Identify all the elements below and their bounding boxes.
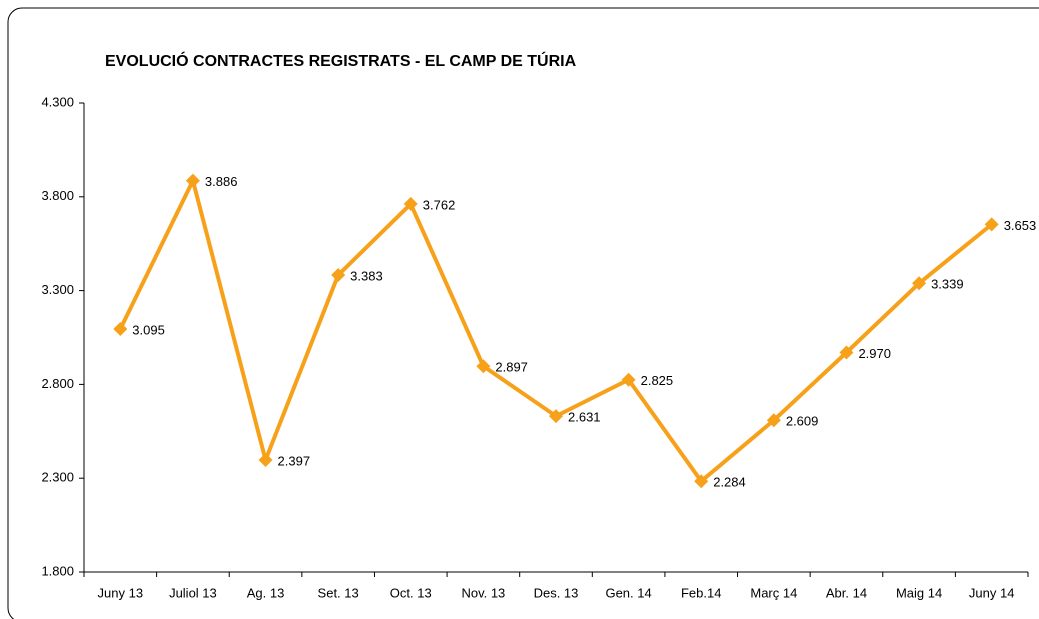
y-tick-label: 3.300	[41, 282, 74, 297]
data-label: 3.095	[132, 322, 165, 337]
x-tick-label: Juny 13	[98, 585, 144, 600]
data-label: 2.970	[858, 346, 891, 361]
marker	[403, 196, 418, 211]
marker	[839, 345, 854, 360]
marker	[912, 276, 927, 291]
data-label: 3.886	[205, 174, 238, 189]
data-label: 2.284	[713, 475, 746, 490]
y-tick-label: 2.800	[41, 376, 74, 391]
data-label: 3.383	[350, 268, 383, 283]
y-tick-label: 2.300	[41, 470, 74, 485]
data-label: 2.631	[568, 410, 601, 425]
x-tick-label: Gen. 14	[605, 585, 651, 600]
x-tick-label: Maig 14	[896, 585, 942, 600]
marker	[621, 372, 636, 387]
chart-frame	[7, 7, 1039, 619]
data-label: 2.897	[495, 360, 528, 375]
marker	[258, 453, 273, 468]
x-tick-label: Feb.14	[681, 585, 721, 600]
data-label: 2.825	[641, 373, 674, 388]
x-tick-label: Juliol 13	[169, 585, 217, 600]
y-tick-label: 1.800	[41, 563, 74, 578]
x-tick-label: Des. 13	[534, 585, 579, 600]
data-label: 3.653	[1004, 218, 1037, 233]
marker	[549, 409, 563, 424]
data-label: 3.339	[931, 277, 964, 292]
marker	[476, 359, 491, 374]
marker	[984, 217, 999, 232]
y-tick-label: 3.800	[41, 188, 74, 203]
marker	[331, 268, 346, 283]
data-label: 2.397	[278, 453, 311, 468]
marker	[113, 322, 128, 337]
x-tick-label: Oct. 13	[390, 585, 432, 600]
x-tick-label: Ag. 13	[247, 585, 285, 600]
data-label: 3.762	[423, 197, 456, 212]
y-tick-label: 4.300	[41, 94, 74, 109]
marker	[185, 173, 200, 188]
x-tick-label: Març 14	[750, 585, 797, 600]
x-tick-label: Juny 14	[969, 585, 1015, 600]
x-tick-label: Set. 13	[318, 585, 359, 600]
data-label: 2.609	[786, 414, 819, 429]
marker	[694, 474, 709, 489]
marker	[766, 413, 781, 428]
line	[118, 178, 993, 484]
chart-title: EVOLUCIÓ CONTRACTES REGISTRATS - EL CAMP…	[105, 51, 577, 70]
x-tick-label: Nov. 13	[461, 585, 505, 600]
x-tick-label: Abr. 14	[826, 585, 867, 600]
